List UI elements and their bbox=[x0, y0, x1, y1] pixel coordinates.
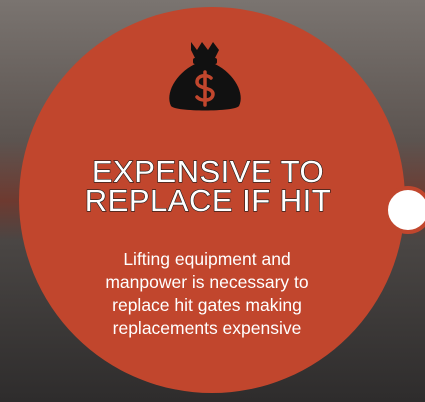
connector-dot bbox=[386, 188, 425, 232]
body-line: Lifting equipment and bbox=[123, 249, 290, 269]
page: EXPENSIVE TO REPLACE IF HIT Lifting equi… bbox=[0, 0, 425, 402]
slide-graphic: EXPENSIVE TO REPLACE IF HIT Lifting equi… bbox=[0, 0, 425, 402]
body-line: replacements expensive bbox=[113, 318, 302, 338]
body-line: replace hit gates making bbox=[112, 295, 302, 315]
bag-tie bbox=[193, 58, 217, 64]
body-line: manpower is necessary to bbox=[105, 272, 308, 292]
title-line: REPLACE IF HIT bbox=[85, 183, 331, 218]
